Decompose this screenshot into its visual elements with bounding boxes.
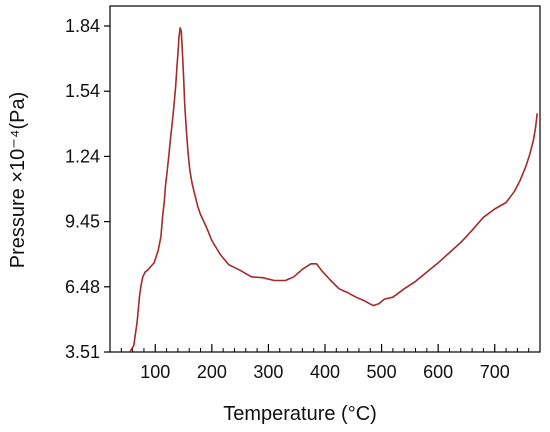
x-tick-label: 200 — [197, 362, 227, 382]
y-tick-label: 9.45 — [65, 212, 100, 232]
y-axis-ticks: 3.51 6.48 9.45 1.24 1.54 1.84 — [65, 16, 110, 362]
y-axis-title: Pressure ×10⁻⁴(Pa) — [7, 92, 29, 268]
x-axis-title: Temperature (°C) — [223, 403, 377, 425]
x-tick-label: 300 — [253, 362, 283, 382]
series-line — [129, 27, 538, 353]
x-tick-label: 400 — [310, 362, 340, 382]
y-tick-label: 1.24 — [65, 146, 100, 166]
x-tick-label: 600 — [423, 362, 453, 382]
x-tick-label: 700 — [480, 362, 510, 382]
x-axis-minor-ticks — [120, 348, 530, 352]
y-tick-label: 6.48 — [65, 277, 100, 297]
x-axis-ticks: 100 200 300 400 500 600 700 — [140, 344, 510, 382]
x-tick-label: 500 — [367, 362, 397, 382]
plot-frame — [109, 5, 541, 353]
y-tick-label: 1.84 — [65, 16, 100, 36]
y-tick-label: 1.54 — [65, 81, 100, 101]
y-tick-label: 3.51 — [65, 342, 100, 362]
x-tick-label: 100 — [140, 362, 170, 382]
